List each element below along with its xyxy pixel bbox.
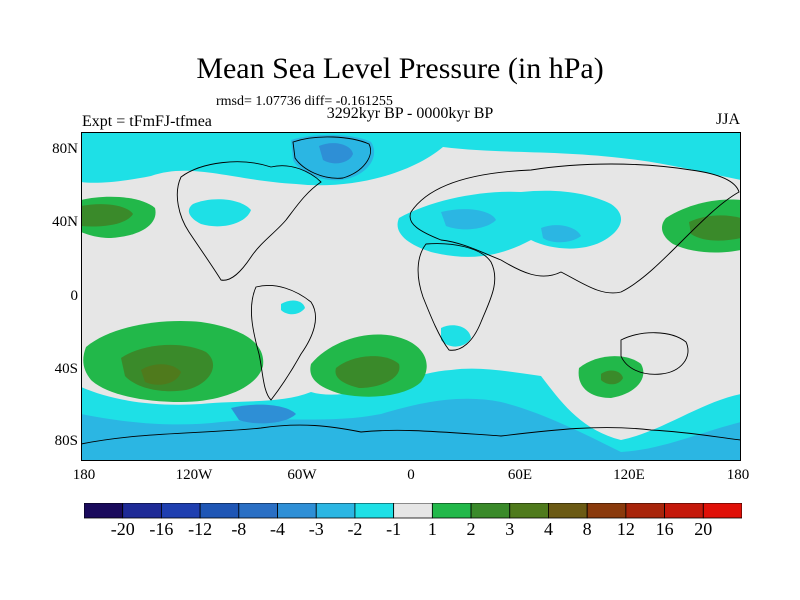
colorbar-box <box>393 503 433 519</box>
south-america-low <box>281 300 305 315</box>
asia-low-core <box>541 225 581 243</box>
eurasia-low-core <box>441 209 496 230</box>
africa-coast <box>417 243 496 351</box>
colorbar-label: -8 <box>231 519 247 539</box>
colorbar-label: -4 <box>270 519 286 539</box>
colorbar-label: 20 <box>694 519 713 539</box>
north-america-coast <box>176 161 322 281</box>
colorbar-box <box>664 503 704 519</box>
colorbar-box <box>470 503 511 519</box>
period-label: 3292kyr BP - 0000kyr BP <box>326 105 494 122</box>
south-america-coast <box>250 285 316 401</box>
lon-label-180w: 180 <box>72 467 96 483</box>
lon-label-120w: 120W <box>175 467 213 483</box>
lat-label-40n: 40N <box>52 214 78 230</box>
colorbar-box <box>548 503 588 519</box>
eurasia-coast <box>409 163 740 294</box>
greenland-coast <box>292 136 371 179</box>
colorbar-box <box>277 503 317 519</box>
australia-coast <box>620 332 689 375</box>
lat-label-80n: 80N <box>52 141 78 157</box>
southern-ocean-low-core <box>231 404 296 424</box>
colorbar-box <box>625 503 665 519</box>
lat-label-0: 0 <box>70 288 79 304</box>
lon-label-60w: 60W <box>287 467 317 483</box>
lon-label-180e: 180 <box>726 467 750 483</box>
colorbar <box>84 503 742 519</box>
colorbar-box <box>84 503 124 519</box>
colorbar-box <box>122 503 162 519</box>
colorbar-box <box>702 503 742 519</box>
greenland-low-core <box>319 143 353 164</box>
north-pacific-high-west-core <box>81 204 133 227</box>
coastlines <box>81 136 741 445</box>
stats-label: rmsd= 1.07736 diff= -0.161255 <box>216 94 393 109</box>
southern-ocean-low-mid <box>81 398 741 461</box>
lat-label-40s: 40S <box>54 361 78 377</box>
lon-label-0: 0 <box>407 467 415 483</box>
experiment-label: Expt = tFmFJ-tfmea <box>82 113 212 130</box>
colorbar-label: -3 <box>308 519 324 539</box>
south-africa-low <box>441 325 471 347</box>
colorbar-label: 2 <box>466 519 476 539</box>
colorbar-label: 4 <box>543 519 553 539</box>
pressure-map <box>81 132 741 461</box>
map-title: Mean Sea Level Pressure (in hPa) <box>196 52 604 85</box>
colorbar-box <box>431 503 472 519</box>
colorbar-label: 8 <box>582 519 592 539</box>
lon-label-60e: 60E <box>507 467 533 483</box>
south-atlantic-high-mid <box>335 356 400 388</box>
colorbar-box <box>161 503 201 519</box>
colorbar-label: -16 <box>149 519 174 539</box>
colorbar-label: 16 <box>655 519 674 539</box>
north-pacific-low <box>188 199 251 227</box>
colorbar-box <box>586 503 627 519</box>
colorbar-label: -1 <box>386 519 402 539</box>
arctic-low-region <box>81 132 741 186</box>
season-label: JJA <box>715 111 740 128</box>
colorbar-label: 1 <box>427 519 437 539</box>
colorbar-box <box>354 503 395 519</box>
south-pacific-high-core <box>141 364 181 385</box>
lon-label-120e: 120E <box>613 467 645 483</box>
antarctica-coast <box>81 424 741 445</box>
lat-label-80s: 80S <box>54 433 78 449</box>
colorbar-label: 12 <box>616 519 635 539</box>
colorbar-box <box>238 503 278 519</box>
colorbar-label: -20 <box>110 519 135 539</box>
colorbar-box <box>509 503 549 519</box>
colorbar-label: 3 <box>505 519 515 539</box>
colorbar-label: -2 <box>347 519 363 539</box>
south-indian-high-core <box>601 370 623 385</box>
map-frame <box>81 132 741 461</box>
colorbar-box <box>315 503 356 519</box>
colorbar-box <box>199 503 240 519</box>
colorbar-label: -12 <box>188 519 213 539</box>
north-pacific-high-east-core <box>689 215 741 241</box>
